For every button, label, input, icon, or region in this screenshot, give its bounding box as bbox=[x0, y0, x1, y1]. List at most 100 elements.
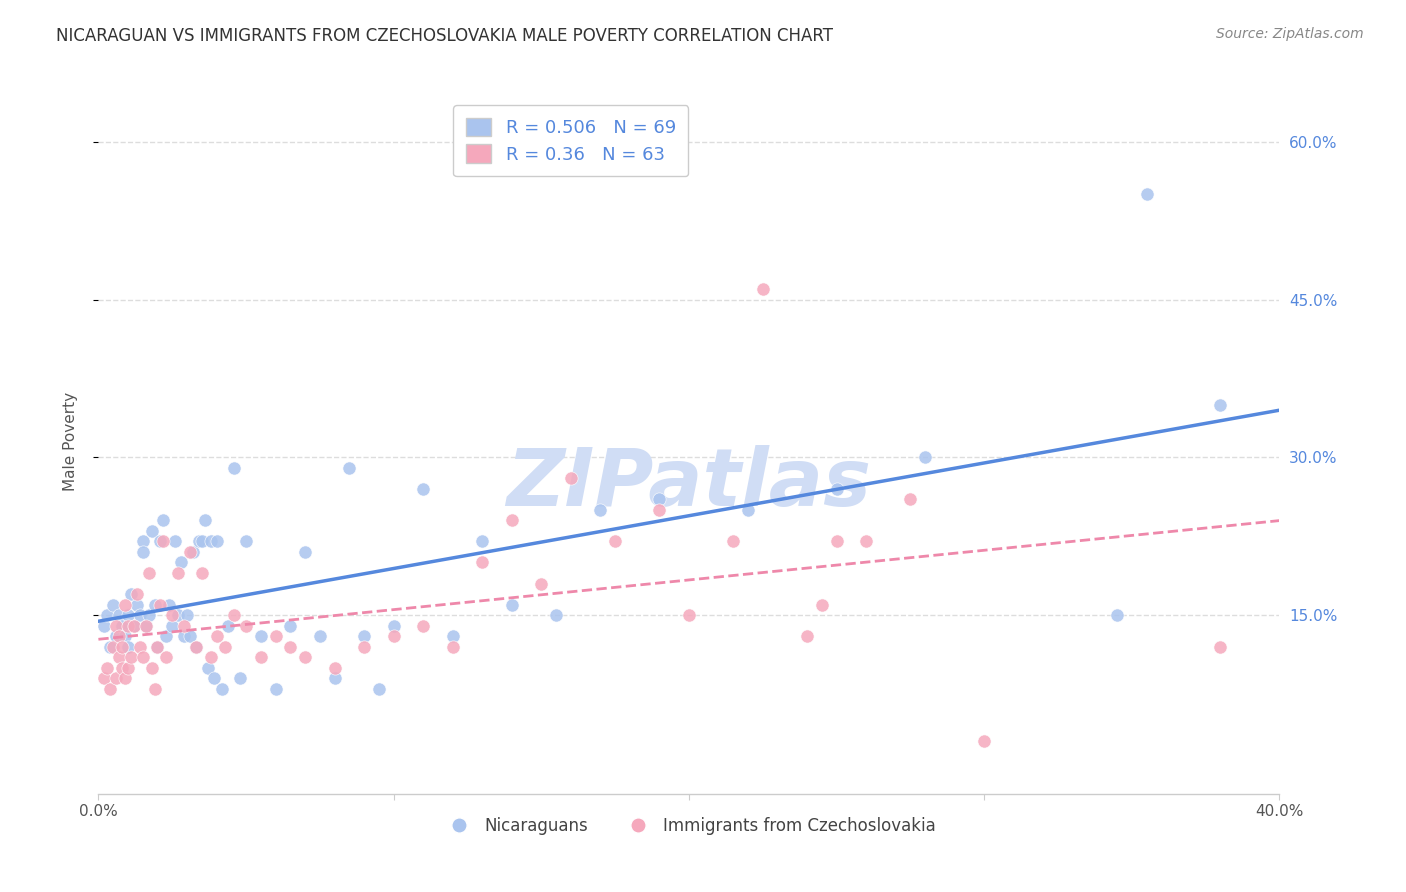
Point bbox=[382, 618, 405, 632]
Point bbox=[441, 640, 464, 654]
Point bbox=[855, 534, 877, 549]
Point bbox=[197, 661, 219, 675]
Point bbox=[103, 640, 125, 654]
Point bbox=[471, 556, 494, 570]
Point bbox=[250, 650, 273, 665]
Point bbox=[167, 608, 190, 623]
Point bbox=[167, 566, 190, 580]
Point bbox=[224, 460, 246, 475]
Y-axis label: Male Poverty: Male Poverty bbox=[63, 392, 77, 491]
Point bbox=[141, 524, 163, 538]
Point bbox=[441, 629, 464, 643]
Point bbox=[530, 576, 553, 591]
Point bbox=[211, 681, 233, 696]
Point bbox=[648, 503, 671, 517]
Point bbox=[98, 681, 121, 696]
Point bbox=[353, 629, 375, 643]
Point bbox=[368, 681, 391, 696]
Point bbox=[155, 629, 177, 643]
Point bbox=[108, 608, 131, 623]
Point bbox=[825, 534, 848, 549]
Point bbox=[339, 460, 361, 475]
Point bbox=[120, 650, 142, 665]
Point bbox=[128, 608, 150, 623]
Point bbox=[309, 629, 332, 643]
Point bbox=[205, 534, 228, 549]
Point bbox=[229, 671, 252, 685]
Point bbox=[108, 650, 131, 665]
Point bbox=[98, 640, 121, 654]
Point bbox=[294, 650, 316, 665]
Point bbox=[155, 650, 177, 665]
Point bbox=[796, 629, 818, 643]
Point bbox=[143, 681, 166, 696]
Point bbox=[122, 618, 145, 632]
Point bbox=[181, 545, 204, 559]
Point bbox=[900, 492, 922, 507]
Point bbox=[264, 681, 287, 696]
Point bbox=[202, 671, 225, 685]
Point bbox=[205, 629, 228, 643]
Point bbox=[111, 661, 134, 675]
Point bbox=[214, 640, 236, 654]
Point bbox=[173, 618, 195, 632]
Point bbox=[737, 503, 759, 517]
Point bbox=[501, 513, 523, 527]
Point bbox=[152, 513, 174, 527]
Point bbox=[146, 640, 169, 654]
Point bbox=[138, 566, 160, 580]
Point bbox=[191, 566, 214, 580]
Point bbox=[141, 661, 163, 675]
Point bbox=[323, 661, 346, 675]
Point bbox=[149, 534, 172, 549]
Point bbox=[1209, 398, 1232, 412]
Point bbox=[117, 661, 139, 675]
Point bbox=[194, 513, 217, 527]
Point bbox=[157, 598, 180, 612]
Point bbox=[132, 534, 155, 549]
Point bbox=[146, 640, 169, 654]
Point bbox=[111, 640, 134, 654]
Point bbox=[93, 671, 115, 685]
Point bbox=[412, 618, 434, 632]
Point bbox=[914, 450, 936, 465]
Point bbox=[973, 734, 995, 748]
Point bbox=[187, 534, 209, 549]
Point bbox=[132, 650, 155, 665]
Point bbox=[105, 671, 128, 685]
Point bbox=[117, 640, 139, 654]
Point bbox=[294, 545, 316, 559]
Point bbox=[723, 534, 745, 549]
Point bbox=[560, 471, 582, 485]
Point bbox=[132, 545, 155, 559]
Point bbox=[605, 534, 627, 549]
Point bbox=[114, 671, 136, 685]
Point bbox=[149, 598, 172, 612]
Point bbox=[135, 618, 157, 632]
Point bbox=[184, 640, 207, 654]
Point bbox=[125, 598, 148, 612]
Point bbox=[412, 482, 434, 496]
Point bbox=[173, 629, 195, 643]
Point bbox=[752, 282, 775, 296]
Point bbox=[217, 618, 239, 632]
Point bbox=[280, 640, 302, 654]
Point bbox=[546, 608, 568, 623]
Point bbox=[1107, 608, 1129, 623]
Point bbox=[200, 650, 222, 665]
Point bbox=[125, 587, 148, 601]
Point bbox=[111, 618, 134, 632]
Point bbox=[323, 671, 346, 685]
Point bbox=[1209, 640, 1232, 654]
Point bbox=[103, 598, 125, 612]
Point bbox=[353, 640, 375, 654]
Point bbox=[122, 618, 145, 632]
Point bbox=[114, 629, 136, 643]
Text: NICARAGUAN VS IMMIGRANTS FROM CZECHOSLOVAKIA MALE POVERTY CORRELATION CHART: NICARAGUAN VS IMMIGRANTS FROM CZECHOSLOV… bbox=[56, 27, 834, 45]
Point bbox=[200, 534, 222, 549]
Point bbox=[250, 629, 273, 643]
Point bbox=[152, 534, 174, 549]
Point bbox=[191, 534, 214, 549]
Point bbox=[96, 661, 118, 675]
Point bbox=[280, 618, 302, 632]
